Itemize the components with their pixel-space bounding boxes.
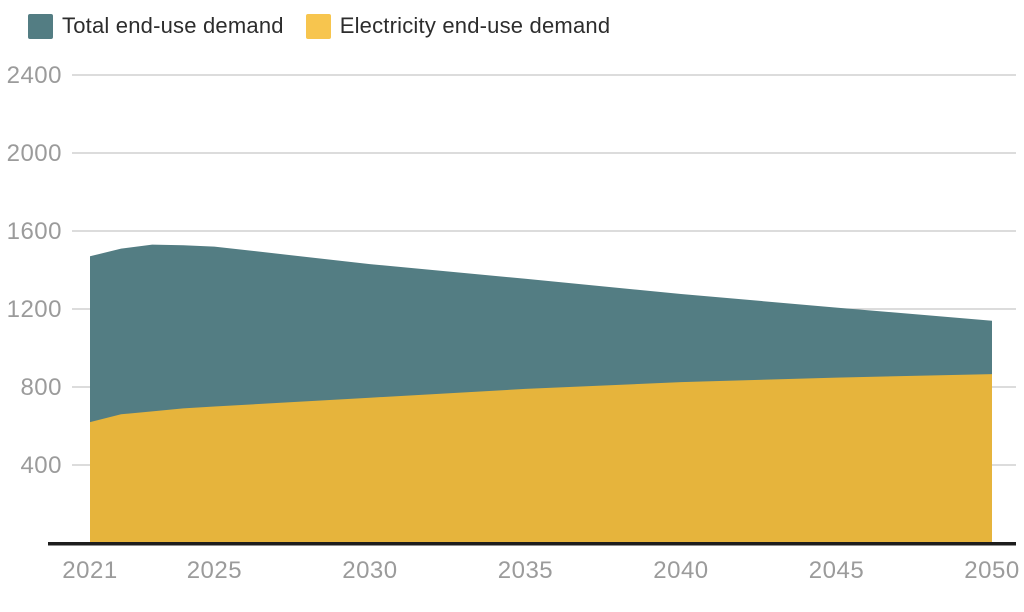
x-axis-tick-labels: 2021 2025 2030 2035 2040 2045 2050 [62,557,1019,584]
legend-swatch-electricity-icon [305,13,331,39]
legend-item-total-end-use-demand[interactable]: Total end-use demand [28,12,284,40]
y-tick-label-800: 800 [20,374,62,401]
area-electricity-end-use-demand [90,374,992,542]
y-axis-tick-labels: 400 800 1200 1600 2000 2400 [7,62,62,479]
y-tick-label-1600: 1600 [7,218,62,245]
x-tick-label-2050: 2050 [964,557,1019,584]
x-tick-label-2030: 2030 [342,557,397,584]
area-series [90,244,992,542]
legend-label-electricity: Electricity end-use demand [339,13,611,38]
legend-item-electricity-end-use-demand[interactable]: Electricity end-use demand [305,12,611,40]
legend-swatch-total-icon [28,13,53,39]
x-tick-label-2045: 2045 [809,557,864,584]
y-tick-label-2400: 2400 [7,62,62,89]
chart-legend: Total end-use demand Electricity end-use… [28,12,632,40]
x-tick-label-2040: 2040 [653,557,708,584]
legend-label-total: Total end-use demand [62,13,284,38]
y-tick-label-2000: 2000 [7,140,62,167]
x-tick-label-2025: 2025 [187,557,242,584]
x-tick-label-2021: 2021 [62,557,117,584]
y-tick-label-1200: 1200 [7,296,62,323]
x-tick-label-2035: 2035 [498,557,553,584]
y-tick-label-400: 400 [20,452,62,479]
